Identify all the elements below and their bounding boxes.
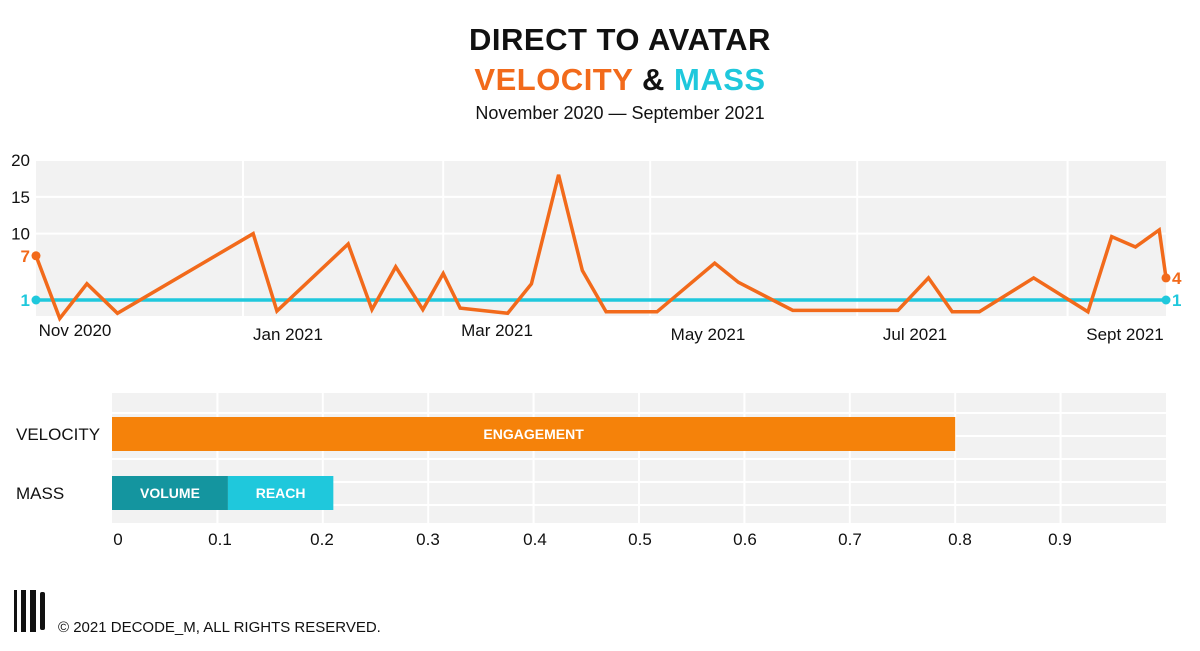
x-tick-label: Jan 2021 bbox=[253, 325, 323, 344]
chart-subtitle: VELOCITY & MASS bbox=[0, 62, 1200, 98]
x-tick-label: Sept 2021 bbox=[1086, 325, 1164, 344]
x-tick-label: Mar 2021 bbox=[461, 321, 533, 340]
subtitle-ampersand: & bbox=[642, 62, 665, 97]
y-tick-label: 15 bbox=[11, 188, 30, 207]
mass-end-point bbox=[1161, 295, 1171, 305]
velocity-data-point bbox=[31, 251, 41, 261]
bar-x-tick-label: 0.4 bbox=[523, 530, 547, 549]
mass-end-label: 1 bbox=[1172, 291, 1181, 310]
bar-segment-engagement bbox=[112, 417, 956, 451]
x-tick-label: Jul 2021 bbox=[883, 325, 947, 344]
y-tick-label: 10 bbox=[11, 225, 30, 244]
category-label-mass: MASS bbox=[16, 484, 64, 503]
chart-title: DIRECT TO AVATAR bbox=[469, 22, 771, 57]
bar-x-tick-label: 0.1 bbox=[208, 530, 232, 549]
x-tick-label: May 2021 bbox=[671, 325, 746, 344]
bar-segment-label: ENGAGEMENT bbox=[483, 426, 584, 442]
bar-x-tick-label: 0.5 bbox=[628, 530, 652, 549]
y-tick-label: 7 bbox=[21, 247, 30, 266]
bar-segment-label: REACH bbox=[256, 485, 306, 501]
bar-x-tick-label: 0.2 bbox=[310, 530, 334, 549]
bar-segment-reach bbox=[227, 476, 334, 510]
bar-x-tick-label: 0.3 bbox=[416, 530, 440, 549]
velocity-end-label: 4 bbox=[1172, 269, 1182, 288]
bar-x-tick-label: 0.6 bbox=[733, 530, 757, 549]
velocity-mass-bar-chart: 0 0.1 0.2 0.3 0.4 0.5 0.6 0.7 0.8 0.9 VELOCITY MASS… bbox=[16, 393, 1166, 549]
subtitle-velocity: VELOCITY bbox=[474, 62, 633, 97]
mass-start-point bbox=[31, 295, 41, 305]
x-tick-label: Nov 2020 bbox=[39, 321, 112, 340]
bar-x-tick-label: 0.8 bbox=[948, 530, 972, 549]
bar-x-tick-label: 0.7 bbox=[838, 530, 862, 549]
copyright-footer: © 2021 DECODE_M, ALL RIGHTS RESERVED. bbox=[58, 619, 381, 636]
bar-x-tick-label: 0.9 bbox=[1048, 530, 1072, 549]
bar-x-tick-label: 0 bbox=[113, 530, 122, 549]
date-range: November 2020 — September 2021 bbox=[475, 103, 765, 123]
line-plot-background bbox=[36, 160, 1166, 316]
category-label-velocity: VELOCITY bbox=[16, 425, 100, 444]
bar-segment-volume bbox=[112, 476, 228, 510]
subtitle-mass: MASS bbox=[674, 62, 766, 97]
velocity-data-point bbox=[1161, 273, 1171, 283]
bar-segment-label: VOLUME bbox=[140, 485, 200, 501]
velocity-mass-line-chart: 20 15 10 7 1 Nov 2020 Jan 2021 Mar 2021 May 2021… bbox=[11, 151, 1182, 344]
y-tick-label: 20 bbox=[11, 151, 30, 170]
y-tick-label: 1 bbox=[21, 291, 30, 310]
barcode-stripes-logo-icon bbox=[14, 590, 45, 632]
